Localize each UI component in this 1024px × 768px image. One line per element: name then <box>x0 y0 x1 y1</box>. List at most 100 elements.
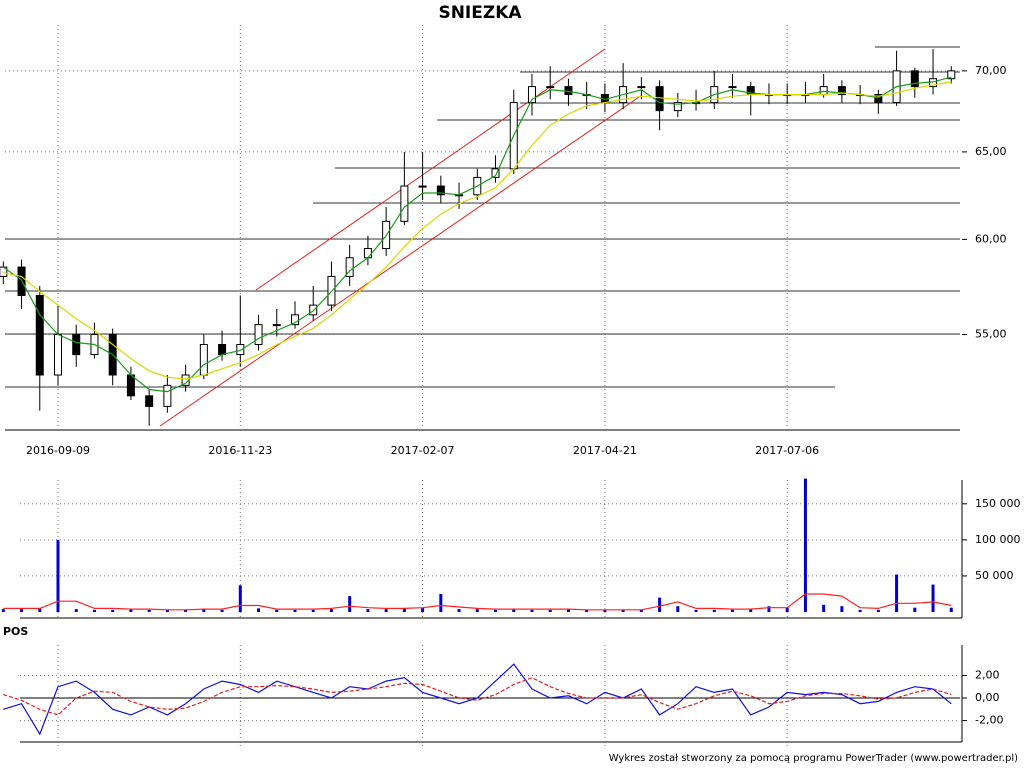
y-tick-label: 2,00 <box>975 668 1000 681</box>
volume-bar <box>238 585 242 612</box>
volume-bar <box>785 607 789 612</box>
candle-body <box>290 314 299 326</box>
volume-bar <box>876 609 880 612</box>
candle-body <box>874 94 883 104</box>
candle-body <box>218 344 227 356</box>
volume-bar <box>184 609 188 612</box>
y-tick-label: 55,00 <box>975 328 1007 341</box>
volume-bar <box>639 609 643 612</box>
moving-average <box>3 81 952 380</box>
y-tick-label: 70,00 <box>975 64 1007 77</box>
volume-bar <box>129 609 133 612</box>
volume-bar <box>712 609 716 612</box>
volume-bar <box>585 609 589 612</box>
oscillator-line <box>3 663 952 736</box>
candle-body <box>655 86 664 112</box>
candle-body <box>72 334 81 356</box>
volume-bar <box>275 609 279 612</box>
volume-bar <box>111 609 115 612</box>
candle-body <box>0 266 8 277</box>
candle-body <box>728 86 737 89</box>
candle-body <box>272 324 281 327</box>
volume-bar <box>329 609 333 612</box>
volume-bar <box>767 606 771 612</box>
volume-average <box>3 593 952 611</box>
volume-bar <box>676 606 680 612</box>
candle-body <box>527 86 536 104</box>
candle-body <box>309 304 318 316</box>
x-tick-label: 2017-04-21 <box>573 444 637 457</box>
candle-body <box>163 384 172 407</box>
candle-body <box>564 86 573 96</box>
volume-bar <box>56 539 60 612</box>
volume-bar <box>822 604 826 612</box>
volume-bar <box>220 609 224 612</box>
volume-bar <box>530 609 534 612</box>
volume-bar <box>293 609 297 612</box>
volume-bar <box>257 608 261 612</box>
oscillator-line <box>3 677 952 716</box>
volume-bar <box>457 609 461 612</box>
candle-body <box>145 395 154 407</box>
volume-bar <box>311 609 315 612</box>
volume-bar <box>74 609 78 612</box>
volume-bar <box>439 593 443 612</box>
volume-bar <box>840 606 844 612</box>
candle-body <box>254 324 263 346</box>
volume-bar <box>949 607 953 612</box>
volume-bar <box>348 596 352 612</box>
volume-bar <box>858 609 862 612</box>
candle-body <box>947 70 956 80</box>
candle-body <box>199 344 208 376</box>
candle-body <box>491 168 500 178</box>
volume-bar <box>749 609 753 612</box>
y-tick-label: 65,00 <box>975 145 1007 158</box>
axes <box>5 429 963 743</box>
candle-body <box>236 344 245 356</box>
candle-body <box>910 70 919 88</box>
volume-bar <box>548 609 552 612</box>
y-tick-label: 0,00 <box>975 691 1000 704</box>
trend-channel <box>159 48 643 427</box>
candle-body <box>418 185 427 188</box>
candle-body <box>819 86 828 96</box>
candle-body <box>637 86 646 89</box>
candle-body <box>400 185 409 222</box>
candle-body <box>546 86 555 89</box>
volume-bar <box>165 609 169 612</box>
volume-bar <box>512 609 516 612</box>
candle-body <box>345 257 354 277</box>
moving-average <box>2 76 952 393</box>
volume-bar <box>658 597 662 612</box>
y-tick-label: 50 000 <box>975 569 1014 582</box>
volume-bar <box>603 609 607 612</box>
volume-bar <box>147 609 151 612</box>
candle-body <box>673 102 682 112</box>
candle-body <box>54 334 62 376</box>
y-tick-label: 100 000 <box>975 533 1021 546</box>
volume-bar <box>384 609 388 612</box>
volume-bar <box>202 609 206 612</box>
candle-body <box>436 185 445 196</box>
x-tick-label: 2017-07-06 <box>755 444 819 457</box>
candle-body <box>126 374 135 397</box>
volume-bar <box>475 609 479 612</box>
volume-bar <box>895 574 899 612</box>
volume-bar <box>621 609 625 612</box>
volume-bar <box>494 609 498 612</box>
footer: Wykres został stworzony za pomocą progra… <box>609 753 1018 764</box>
volume-bar <box>402 608 406 612</box>
candle-body <box>35 294 44 376</box>
volume-bar <box>694 609 698 612</box>
volume-bar <box>20 609 24 612</box>
x-tick-label: 2016-11-23 <box>208 444 272 457</box>
volume-bar <box>913 607 917 612</box>
volume-bar <box>931 584 935 612</box>
candle-body <box>363 248 372 259</box>
y-tick-label: -2,00 <box>975 714 1003 727</box>
volume-bar <box>366 609 370 612</box>
volume-bar <box>803 478 807 612</box>
x-tick-label: 2016-09-09 <box>26 444 90 457</box>
y-tick-label: 60,00 <box>975 232 1007 245</box>
